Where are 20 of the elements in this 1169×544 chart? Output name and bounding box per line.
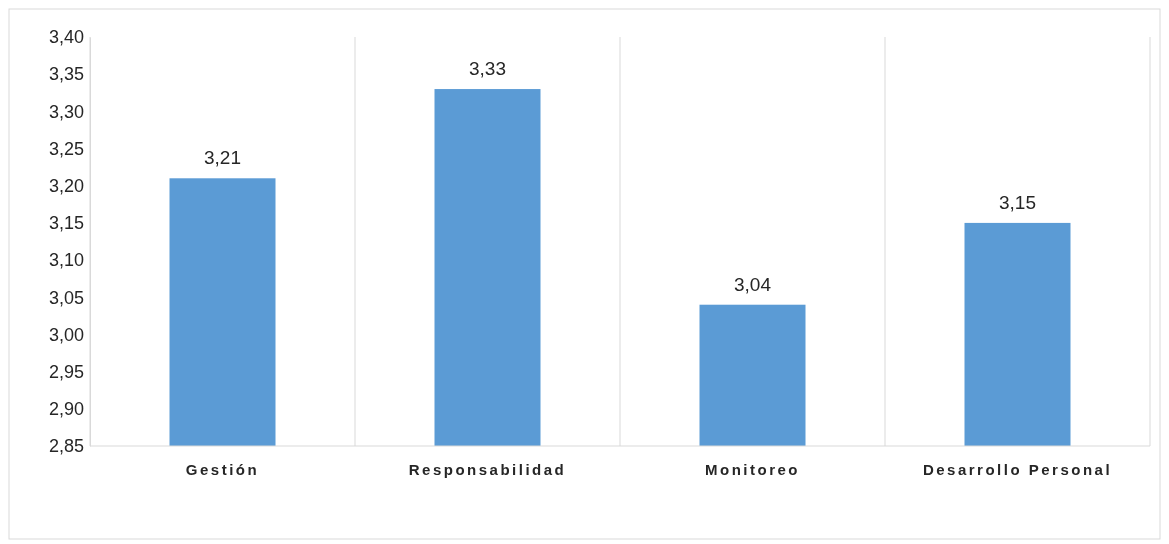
x-tick-label: Desarrollo Personal [922,460,1113,478]
y-tick-label: 3,30 [48,101,84,122]
y-tick-label: 3,20 [48,175,84,196]
y-tick-label: 3,15 [48,213,84,234]
y-tick-label: 2,90 [48,399,84,420]
data-label: 3,04 [734,273,772,295]
y-tick-label: 3,05 [48,287,84,308]
y-tick-label: 3,00 [48,324,84,345]
y-tick-label: 3,25 [48,138,84,159]
y-tick-label: 3,35 [48,64,84,85]
y-tick-label: 3,10 [48,250,84,271]
y-tick-label: 2,85 [48,436,84,457]
x-tick-label: Responsabilidad [408,460,567,478]
y-tick-label: 2,95 [48,361,84,382]
x-tick-label: Gestión [185,460,260,478]
x-tick-label: Monitoreo [705,460,800,478]
y-tick-label: 3,40 [48,27,84,48]
data-label: 3,33 [469,58,506,80]
data-label: 3,21 [204,147,241,169]
data-label: 3,15 [999,191,1036,213]
